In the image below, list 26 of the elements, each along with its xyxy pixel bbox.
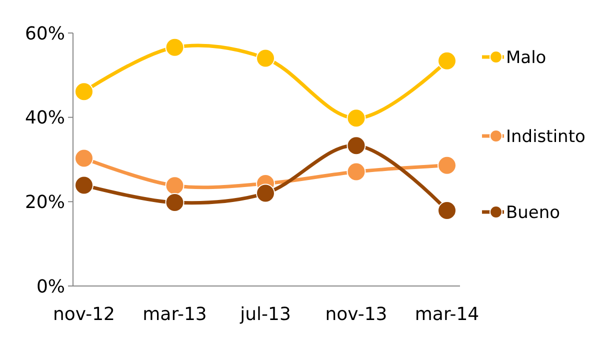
legend-label: Indistinto xyxy=(506,126,586,147)
x-tick-label: nov-13 xyxy=(325,304,388,325)
point xyxy=(165,176,184,196)
point xyxy=(74,176,94,195)
point xyxy=(74,148,94,168)
point xyxy=(438,156,456,175)
y-tick-label: 0% xyxy=(36,276,65,298)
y-tick-label: 60% xyxy=(24,23,65,44)
y-tick-label: 20% xyxy=(24,192,65,213)
point xyxy=(346,108,366,128)
point xyxy=(165,38,184,57)
y-tick-label: 40% xyxy=(24,108,65,129)
point xyxy=(346,136,366,156)
point xyxy=(438,51,456,70)
point xyxy=(165,193,184,212)
x-tick-label: mar-13 xyxy=(142,304,207,325)
point xyxy=(256,184,275,203)
point xyxy=(74,82,94,102)
x-tick-label: jul-13 xyxy=(239,304,291,325)
point xyxy=(256,48,275,68)
point xyxy=(346,162,366,182)
legend-label: Bueno xyxy=(506,202,560,223)
x-tick-label: mar-14 xyxy=(414,304,480,325)
legend-label: Malo xyxy=(506,48,546,68)
point xyxy=(438,201,456,220)
x-tick-label: nov-12 xyxy=(53,304,115,325)
